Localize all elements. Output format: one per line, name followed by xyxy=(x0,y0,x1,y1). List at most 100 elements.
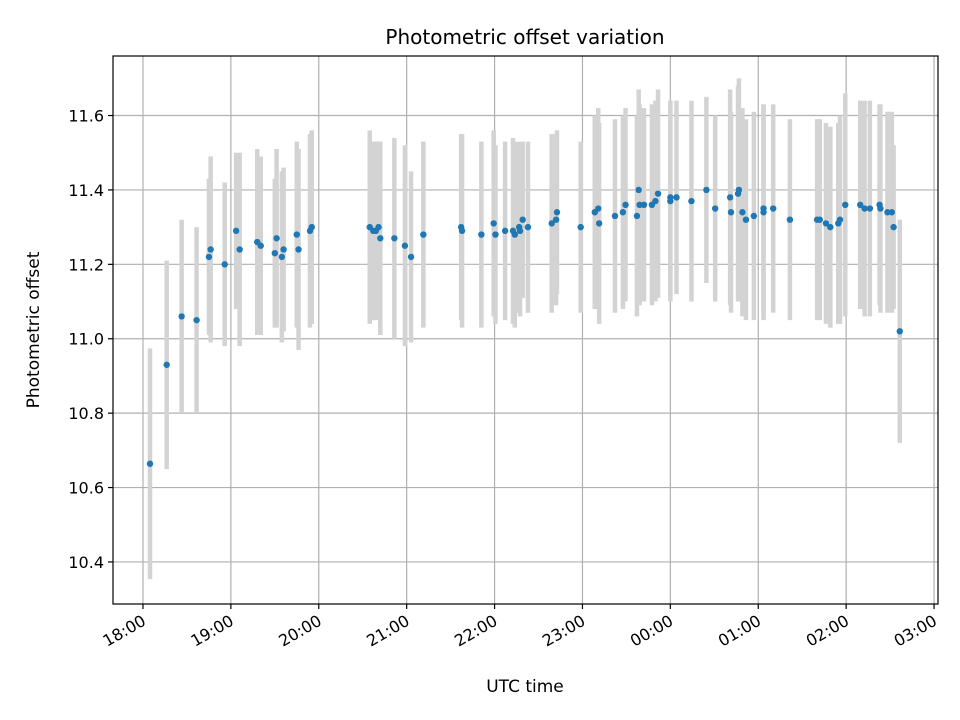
data-point xyxy=(673,194,680,201)
data-point xyxy=(375,223,382,231)
x-tick-label: 23:00 xyxy=(539,611,588,651)
data-point xyxy=(750,212,758,220)
data-point xyxy=(519,216,526,223)
data-point xyxy=(884,209,891,216)
data-point xyxy=(478,231,485,238)
data-point xyxy=(271,249,279,257)
y-tick-label: 10.4 xyxy=(68,553,104,572)
data-point xyxy=(611,212,619,220)
data-point xyxy=(640,201,648,209)
data-points xyxy=(146,186,903,467)
x-axis-ticks: 18:00 19:00 20:00 21:00 22:00 23:00 00:00 01:00… xyxy=(100,604,940,651)
data-point xyxy=(888,209,896,216)
data-point xyxy=(654,190,662,197)
data-point xyxy=(273,235,280,242)
data-point xyxy=(232,227,240,235)
x-tick-label: 00:00 xyxy=(627,611,676,651)
data-point xyxy=(816,216,823,223)
data-point xyxy=(548,220,555,227)
y-axis-ticks: 10.4 10.6 10.8 11.0 11.2 11.4 11.6 xyxy=(68,107,113,572)
y-tick-label: 10.6 xyxy=(68,479,104,498)
data-point xyxy=(760,205,767,212)
data-point xyxy=(295,246,302,253)
data-point xyxy=(280,246,287,253)
data-point xyxy=(786,216,794,223)
data-point xyxy=(207,246,214,253)
data-point xyxy=(524,223,532,231)
data-point xyxy=(595,205,602,212)
data-point xyxy=(516,227,524,235)
x-tick-label: 18:00 xyxy=(100,611,149,651)
plot-frame xyxy=(112,55,939,605)
data-point xyxy=(635,186,642,194)
x-tick-label: 01:00 xyxy=(715,611,764,651)
y-tick-label: 10.8 xyxy=(68,404,104,423)
data-point xyxy=(146,460,154,467)
data-point xyxy=(622,201,629,209)
x-tick-label: 03:00 xyxy=(891,611,940,651)
data-point xyxy=(861,205,868,212)
x-tick-label: 20:00 xyxy=(275,611,324,651)
data-point xyxy=(377,235,384,242)
data-point xyxy=(877,205,884,212)
data-point xyxy=(205,253,213,261)
y-axis-label: Photometric offset xyxy=(24,251,44,408)
data-point xyxy=(739,209,746,216)
data-point xyxy=(735,186,743,194)
data-point xyxy=(236,246,243,253)
x-axis-label: UTC time xyxy=(486,677,564,697)
chart-title: Photometric offset variation xyxy=(385,25,664,49)
error-bars xyxy=(147,78,903,580)
data-point xyxy=(742,216,750,223)
data-point xyxy=(703,186,710,194)
y-tick-label: 11.4 xyxy=(68,181,104,200)
data-point xyxy=(401,242,409,249)
data-point xyxy=(293,231,300,238)
data-point xyxy=(420,231,427,238)
data-point xyxy=(595,220,603,227)
data-point xyxy=(492,231,499,238)
data-point xyxy=(193,316,200,324)
data-point xyxy=(727,209,735,216)
data-point xyxy=(827,223,834,231)
data-point xyxy=(890,223,897,231)
data-point xyxy=(490,220,497,227)
data-point xyxy=(278,253,286,261)
data-point xyxy=(822,220,830,227)
data-point xyxy=(308,223,315,231)
data-point xyxy=(163,361,170,368)
x-tick-label: 02:00 xyxy=(803,611,852,651)
data-point xyxy=(511,231,518,238)
data-point xyxy=(652,197,659,205)
data-point xyxy=(633,212,641,220)
data-point xyxy=(391,235,398,242)
x-tick-label: 22:00 xyxy=(451,611,500,651)
x-tick-label: 19:00 xyxy=(187,611,236,651)
data-point xyxy=(711,205,719,212)
data-point xyxy=(619,209,627,216)
data-point xyxy=(257,242,264,249)
data-point xyxy=(552,216,560,223)
data-point xyxy=(842,201,849,209)
data-point xyxy=(688,197,695,205)
data-point xyxy=(636,201,643,209)
data-point xyxy=(726,194,734,201)
data-point xyxy=(836,216,844,223)
data-point xyxy=(178,313,185,320)
grid-lines xyxy=(113,56,938,604)
data-point xyxy=(553,209,561,216)
data-point xyxy=(577,223,584,231)
data-point xyxy=(769,205,777,212)
y-tick-label: 11.6 xyxy=(68,107,104,126)
data-point xyxy=(458,227,466,235)
data-point xyxy=(857,201,864,209)
x-tick-label: 21:00 xyxy=(363,611,412,651)
y-tick-label: 11.2 xyxy=(68,255,104,274)
data-point xyxy=(407,253,415,261)
data-point xyxy=(667,197,674,205)
data-point xyxy=(501,227,509,235)
data-point xyxy=(866,205,874,212)
data-point xyxy=(896,328,903,335)
data-point xyxy=(221,261,228,268)
